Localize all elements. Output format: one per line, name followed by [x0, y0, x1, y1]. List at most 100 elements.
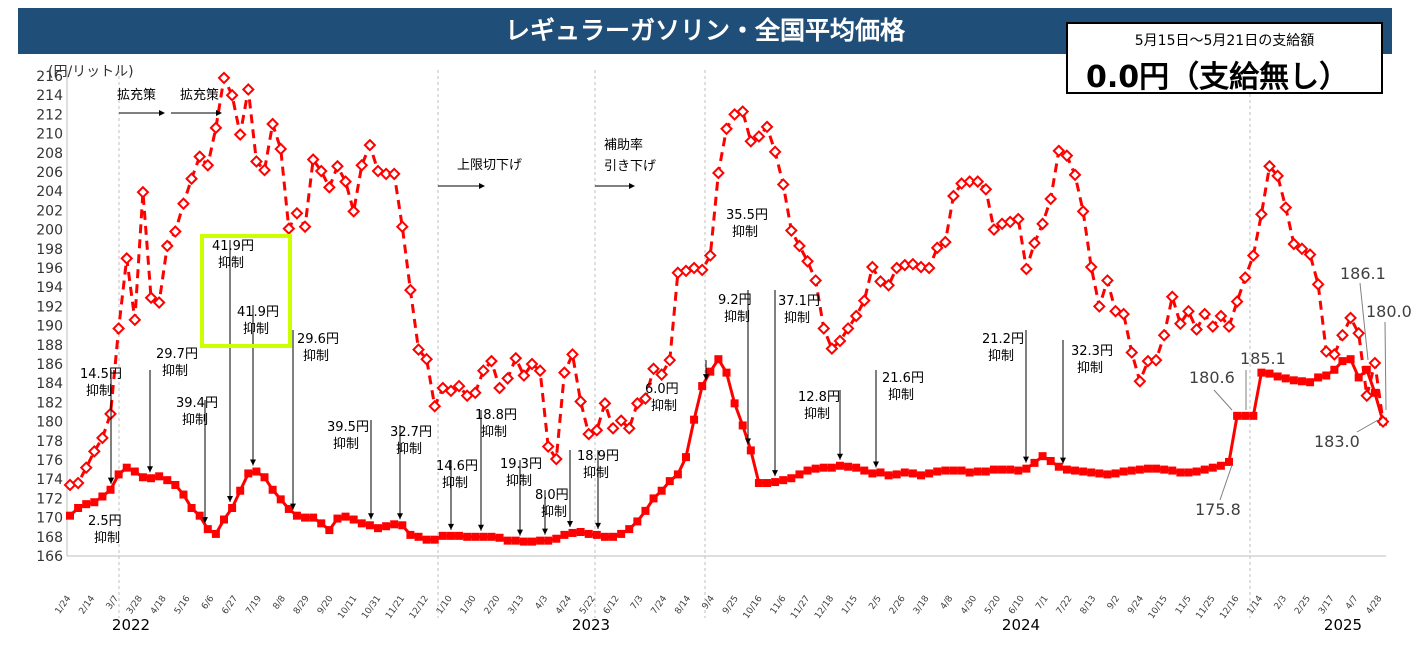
marker-diamond: [663, 353, 677, 367]
annotation-sub: 抑制: [86, 384, 112, 399]
y-tick-label: 172: [36, 491, 63, 507]
y-axis-label: (円/リットル): [48, 64, 134, 80]
marker-diamond: [971, 175, 985, 189]
annotation-value: 29.7円: [156, 347, 198, 362]
marker-diamond: [849, 309, 863, 323]
annotation-value: 41.9円: [237, 305, 279, 320]
marker-diamond: [274, 142, 288, 156]
x-tick-label: 11/5: [1174, 594, 1194, 616]
marker-square: [1273, 372, 1282, 381]
marker-diamond: [1133, 374, 1147, 388]
marker-diamond: [736, 105, 750, 118]
marker-diamond: [1222, 320, 1236, 333]
x-tick-label: 4/3: [534, 594, 550, 612]
marker-square: [276, 495, 285, 504]
marker-square: [1014, 466, 1023, 475]
marker-diamond: [71, 476, 85, 490]
marker-square: [673, 470, 682, 479]
y-tick-label: 200: [36, 223, 63, 239]
annotation-sub: 抑制: [804, 407, 830, 422]
marker-diamond: [209, 121, 223, 135]
marker-diamond: [306, 153, 320, 166]
marker-diamond: [1125, 346, 1139, 359]
x-tick-label: 1/14: [1245, 594, 1265, 617]
marker-square: [957, 466, 966, 475]
marker-diamond: [258, 163, 271, 177]
annotation-value: 18.8円: [475, 408, 517, 423]
marker-square: [1184, 468, 1193, 477]
marker-square: [228, 504, 237, 512]
marker-square: [163, 476, 172, 485]
value-label: 185.1: [1240, 349, 1286, 368]
marker-square: [600, 532, 609, 541]
leader-line: [1359, 282, 1369, 361]
series-line-actual: [68, 356, 1385, 544]
marker-diamond: [1084, 260, 1098, 274]
marker-diamond: [1060, 149, 1074, 163]
marker-square: [155, 472, 164, 481]
marker-diamond: [703, 249, 717, 262]
marker-diamond: [387, 167, 401, 181]
x-tick-label: 9/20: [316, 594, 336, 617]
annotation-sub: 抑制: [1077, 361, 1103, 376]
x-tick-label: 8/13: [1079, 594, 1099, 616]
marker-square: [1192, 467, 1201, 476]
marker-diamond: [322, 180, 336, 194]
annotation-sub: 抑制: [182, 413, 208, 428]
marker-square: [714, 355, 723, 364]
x-tick-label: 12/18: [813, 594, 836, 621]
annotation-value: 2.5円: [88, 514, 122, 529]
policy-arrowhead: [479, 183, 485, 189]
marker-square: [795, 470, 804, 479]
y-tick-label: 186: [36, 357, 63, 373]
marker-diamond: [1230, 295, 1244, 309]
marker-diamond: [1052, 144, 1066, 158]
x-tick-label: 4/28: [1365, 594, 1385, 617]
marker-diamond: [501, 371, 515, 385]
x-tick-label: 12/12: [408, 594, 431, 621]
x-tick-label: 11/25: [1195, 594, 1218, 621]
marker-square: [844, 462, 853, 471]
marker-diamond: [801, 254, 814, 268]
marker-square: [884, 471, 893, 480]
marker-square: [949, 466, 958, 475]
y-tick-label: 192: [36, 299, 63, 315]
marker-diamond: [695, 263, 709, 277]
marker-square: [309, 513, 318, 522]
marker-square: [203, 525, 212, 534]
marker-diamond: [1157, 328, 1171, 342]
y-tick-label: 178: [36, 434, 63, 450]
marker-square: [1054, 462, 1063, 471]
y-tick-label: 194: [36, 280, 63, 296]
x-tick-label: 2/5: [867, 594, 883, 612]
y-tick-label: 184: [36, 376, 63, 392]
y-tick-label: 174: [36, 472, 63, 488]
marker-diamond: [590, 423, 604, 437]
marker-diamond: [120, 251, 134, 265]
marker-square: [187, 504, 196, 512]
x-tick-label: 8/14: [673, 594, 693, 617]
marker-diamond: [1149, 353, 1163, 367]
marker-diamond: [177, 197, 190, 211]
y-tick-label: 214: [36, 88, 63, 104]
annotation-layer: 14.5円抑制2.5円抑制29.7円抑制39.4円抑制41.9円抑制41.9円抑…: [80, 87, 1412, 546]
x-tick-label: 1/24: [54, 594, 74, 617]
marker-square: [1208, 463, 1217, 472]
marker-square: [746, 446, 755, 455]
marker-square: [1111, 469, 1120, 478]
annotation-sub: 抑制: [162, 364, 188, 379]
marker-square: [406, 530, 415, 539]
x-tick-label: 9/2: [1106, 594, 1122, 612]
marker-diamond: [817, 322, 831, 335]
year-label: 2022: [112, 616, 150, 634]
marker-square: [1249, 411, 1258, 420]
value-label: 175.8: [1195, 500, 1241, 519]
marker-diamond: [930, 241, 944, 255]
marker-square: [446, 531, 455, 540]
marker-diamond: [1092, 299, 1106, 313]
marker-square: [1160, 465, 1169, 474]
annotation-sub: 抑制: [218, 256, 244, 271]
annotation-arrowhead: [227, 496, 233, 502]
marker-diamond: [1263, 159, 1276, 173]
marker-diamond: [298, 220, 312, 234]
